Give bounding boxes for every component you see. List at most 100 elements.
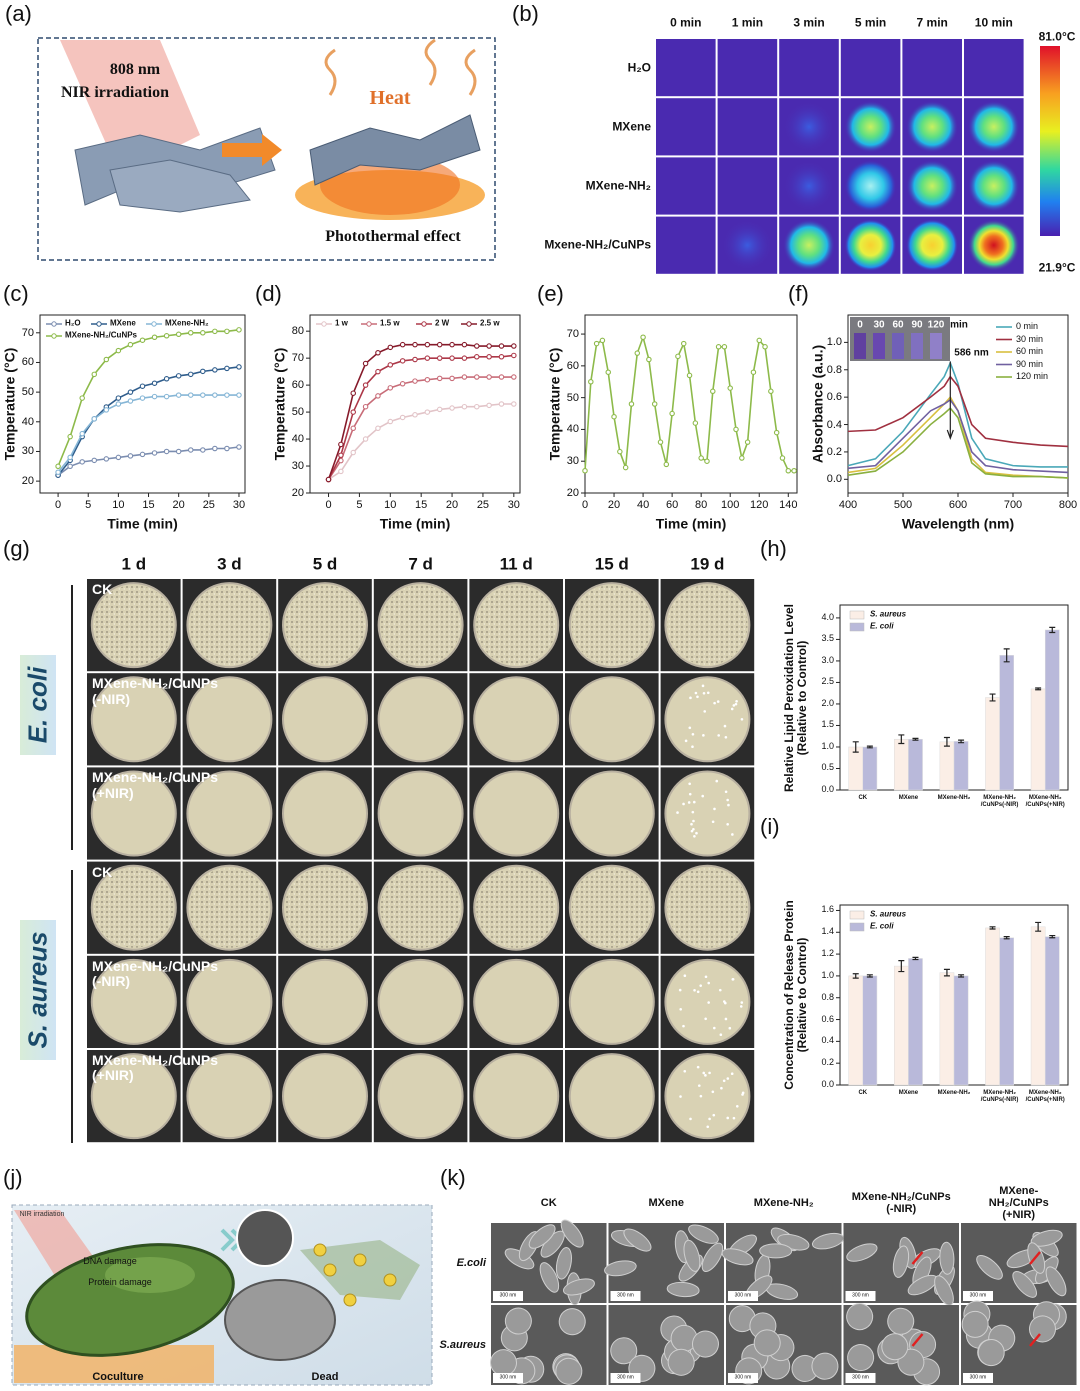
panel-label: (g): [3, 536, 30, 561]
point: [103, 356, 110, 363]
point: [715, 344, 722, 350]
heat-wave: [424, 38, 437, 86]
x-tick-label: 120: [750, 499, 769, 511]
point: [474, 343, 480, 349]
y-tick-label: 70: [21, 326, 34, 339]
bar: [985, 927, 1000, 1086]
point: [115, 347, 122, 354]
point: [449, 355, 455, 361]
point: [399, 358, 406, 364]
point: [791, 467, 797, 474]
time-label: 10 min: [974, 15, 1013, 30]
point: [67, 454, 73, 461]
plate: [568, 676, 655, 763]
cell-shape: [939, 1241, 955, 1275]
colony: [718, 988, 722, 992]
point: [115, 395, 122, 401]
damage-arrow: [1029, 1251, 1041, 1265]
series-line: [847, 398, 1069, 474]
column-label: MXene-NH₂: [753, 1196, 814, 1209]
x-tick-label: 40: [636, 499, 650, 511]
colony: [726, 1116, 730, 1120]
point: [474, 403, 480, 410]
x-axis-label: Time (min): [379, 515, 451, 532]
y-tick-label: 1.0: [821, 969, 834, 980]
point: [163, 448, 170, 455]
point: [350, 390, 356, 396]
cell-shape: [504, 1307, 532, 1335]
legend-swatch: [849, 622, 865, 632]
colony: [730, 707, 734, 711]
point: [67, 433, 73, 440]
plate: [186, 958, 273, 1045]
point: [762, 344, 768, 350]
vial: [892, 333, 904, 359]
point: [387, 418, 394, 425]
point: [175, 448, 182, 455]
plate: [90, 770, 177, 857]
colony: [732, 1116, 736, 1120]
point: [224, 365, 230, 372]
point: [675, 353, 681, 360]
series-line: [847, 406, 1069, 479]
day-label: 15 d: [594, 554, 629, 574]
colony: [688, 726, 692, 730]
colony: [711, 1090, 715, 1094]
legend-label: 120 min: [1016, 371, 1049, 382]
x-tick-label: 25: [202, 499, 215, 511]
cell-shape: [683, 1239, 701, 1272]
plate: [568, 958, 655, 1045]
colony: [741, 1091, 745, 1095]
colonies: [667, 585, 748, 666]
colony: [722, 1079, 726, 1083]
y-tick-label: 0.8: [826, 363, 842, 376]
legend-label: MXene: [110, 318, 136, 328]
panel-label: (d): [255, 281, 282, 306]
schematic-label: Coculture: [92, 1370, 144, 1383]
point: [698, 455, 704, 461]
colony: [694, 691, 698, 695]
series-line: [57, 446, 240, 476]
thermal-cell: [779, 39, 839, 97]
y-tick-label: 0.0: [826, 473, 842, 486]
x-tick-label: 20: [445, 499, 459, 511]
point: [486, 354, 492, 360]
hot-spot: [967, 219, 1020, 272]
colony: [676, 811, 679, 814]
point: [640, 334, 646, 340]
cell-shape: [688, 1224, 719, 1244]
cell-shape: [691, 1330, 719, 1358]
point: [362, 382, 369, 388]
y-tick-label: 70: [566, 328, 579, 341]
cell-shape: [560, 1219, 584, 1248]
point: [511, 374, 517, 380]
point: [387, 362, 394, 368]
point: [669, 410, 675, 417]
legend-swatch: [96, 321, 102, 327]
colony: [697, 1084, 701, 1087]
colony: [711, 820, 715, 824]
colony: [696, 990, 700, 994]
inset-label: 90: [911, 319, 923, 331]
legend-label: H₂O: [65, 318, 81, 328]
effect-label: Photothermal effect: [325, 228, 461, 246]
colony: [716, 700, 720, 703]
colony: [690, 829, 694, 833]
plate: [473, 676, 560, 763]
point: [474, 374, 480, 380]
cell-shape: [623, 1228, 652, 1252]
point: [200, 392, 206, 398]
point: [236, 392, 242, 398]
plate-label: CK: [92, 863, 113, 880]
point: [127, 341, 134, 348]
panel-a-frame: [37, 37, 496, 261]
x-tick-label: 10: [112, 499, 125, 511]
y-tick-label: 0.0: [821, 784, 834, 795]
point: [750, 369, 757, 375]
colonies: [571, 867, 652, 948]
heat-wave: [324, 48, 337, 96]
plate: [664, 958, 751, 1045]
colony: [708, 1071, 711, 1075]
point: [461, 403, 468, 410]
plot-frame: [39, 314, 246, 494]
